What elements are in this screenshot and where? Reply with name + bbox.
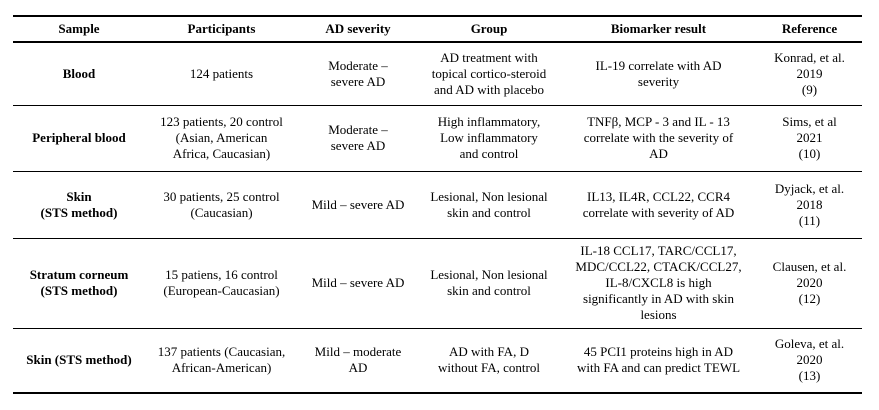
cell-reference: Dyjack, et al. 2018 (11) [774,180,845,228]
table-body: Blood 124 patients Moderate – severe AD … [13,42,862,393]
cell-participants: 124 patients [189,65,254,81]
table-row: Skin (STS method) 30 patients, 25 contro… [13,171,862,238]
cell-group: Lesional, Non lesional skin and control [430,188,548,220]
cell-biomarker-result: TNFβ, MCP - 3 and IL - 13 correlate with… [583,114,734,161]
column-header-reference: Reference [781,21,838,36]
table-header: Sample Participants AD severity Group Bi… [13,16,862,42]
cell-biomarker-result: IL-18 CCL17, TARC/CCL17, MDC/CCL22, CTAC… [575,243,742,322]
column-header-biomarker-result: Biomarker result [610,21,707,36]
cell-group: Lesional, Non lesional skin and control [430,267,548,298]
cell-ad-severity: Moderate – severe AD [328,122,388,153]
cell-sample: Skin (STS method) [26,352,132,368]
cell-reference: Clausen, et al. 2020 (12) [772,259,847,306]
table-row: Peripheral blood 123 patients, 20 contro… [13,105,862,171]
cell-reference: Goleva, et al. 2020 (13) [774,336,845,384]
column-header-ad-severity: AD severity [325,21,391,36]
cell-participants: 137 patients (Caucasian, African-America… [157,344,286,376]
cell-participants: 30 patients, 25 control (Caucasian) [163,188,280,220]
cell-ad-severity: Mild – moderate AD [314,344,402,376]
cell-reference: Sims, et al 2021 (10) [782,114,837,161]
header-row: Sample Participants AD severity Group Bi… [13,16,862,42]
cell-biomarker-result: 45 PCI1 proteins high in AD with FA and … [576,344,741,376]
cell-group: AD with FA, D without FA, control [438,344,540,376]
table-row: Blood 124 patients Moderate – severe AD … [13,42,862,105]
cell-sample: Skin (STS method) [40,188,118,220]
cell-group: High inflammatory, Low inflammatory and … [437,114,541,161]
cell-participants: 123 patients, 20 control (Asian, America… [160,114,283,161]
cell-biomarker-result: IL13, IL4R, CCL22, CCR4 correlate with s… [582,188,735,220]
table-row: Skin (STS method) 137 patients (Caucasia… [13,328,862,393]
column-header-group: Group [470,21,508,36]
cell-sample: Stratum corneum (STS method) [29,267,129,298]
column-header-sample: Sample [58,21,100,36]
cell-sample: Peripheral blood [32,130,126,145]
table-row: Stratum corneum (STS method) 15 patiens,… [13,238,862,328]
cell-participants: 15 patiens, 16 control (European-Caucasi… [163,267,280,298]
cell-ad-severity: Mild – severe AD [311,196,405,212]
biomarker-study-table: Sample Participants AD severity Group Bi… [13,15,862,394]
cell-ad-severity: Moderate – severe AD [328,57,388,89]
cell-reference: Konrad, et al. 2019 (9) [774,49,845,97]
column-header-participants: Participants [187,21,256,36]
cell-group: AD treatment with topical cortico-steroi… [431,49,547,97]
cell-biomarker-result: IL-19 correlate with AD severity [595,57,722,89]
cell-ad-severity: Mild – severe AD [311,275,405,290]
cell-sample: Blood [62,65,96,81]
